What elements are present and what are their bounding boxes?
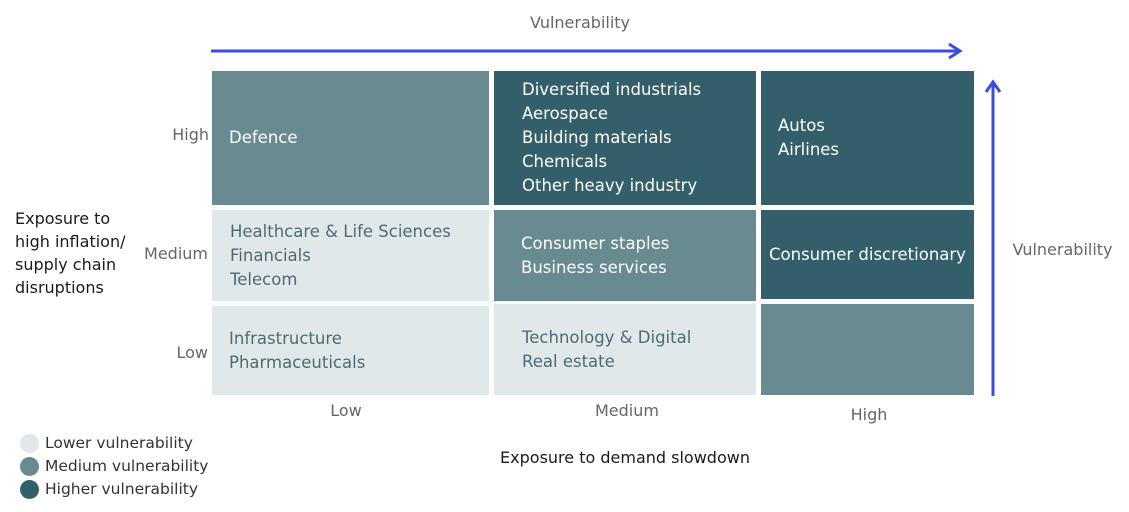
cell-low-low: Infrastructure Pharmaceuticals — [212, 306, 489, 395]
row-label-high: High — [172, 125, 209, 144]
legend-item-higher: Higher vulnerability — [20, 478, 198, 500]
y-axis-title: Exposure to high inflation/ supply chain… — [15, 207, 145, 299]
cell-item: Telecom — [230, 269, 298, 289]
cell-item: Consumer staples — [521, 233, 670, 253]
horizontal-arrow-icon — [211, 42, 963, 60]
legend-swatch-icon — [20, 479, 39, 499]
cell-item: Autos — [778, 116, 825, 135]
legend-label: Lower vulnerability — [45, 434, 193, 452]
cell-low-medium: Technology & Digital Real estate — [494, 304, 756, 395]
cell-item: Pharmaceuticals — [229, 352, 366, 372]
cell-item: Diversified industrials — [522, 80, 702, 99]
top-vulnerability-label: Vulnerability — [529, 13, 631, 32]
cell-item: Building materials — [522, 128, 672, 147]
cell-medium-low: Healthcare & Life Sciences Financials Te… — [212, 210, 489, 301]
y-axis-title-line: supply chain — [15, 255, 117, 274]
cell-item: Aerospace — [522, 104, 609, 123]
legend-label: Medium vulnerability — [45, 457, 209, 475]
col-label-high: High — [850, 405, 888, 424]
cell-medium-high: Consumer discretionary — [761, 210, 974, 299]
cell-item: Consumer discretionary — [769, 244, 966, 264]
cell-item: Real estate — [522, 351, 615, 371]
cell-item: Business services — [521, 257, 667, 277]
cell-item: Technology & Digital — [522, 327, 692, 347]
y-axis-title-line: high inflation/ — [15, 232, 126, 251]
cell-item: Other heavy industry — [522, 176, 698, 195]
col-label-medium: Medium — [595, 401, 659, 420]
cell-high-high: Autos Airlines — [761, 71, 974, 205]
legend-swatch-icon — [20, 456, 39, 476]
cell-item: Airlines — [778, 140, 840, 159]
col-label-low: Low — [330, 401, 362, 420]
cell-item: Infrastructure — [229, 328, 342, 348]
legend-swatch-icon — [20, 433, 39, 453]
row-label-low: Low — [176, 343, 208, 362]
legend-label: Higher vulnerability — [45, 480, 199, 498]
legend-item-medium: Medium vulnerability — [20, 455, 208, 477]
row-label-medium: Medium — [144, 244, 208, 263]
cell-high-low: Defence — [212, 71, 489, 205]
cell-low-high — [761, 304, 974, 395]
x-axis-title: Exposure to demand slowdown — [500, 448, 750, 467]
y-axis-title-line: Exposure to — [15, 209, 111, 228]
cell-item: Chemicals — [522, 152, 608, 171]
y-axis-title-line: disruptions — [15, 278, 104, 297]
cell-item: Financials — [230, 245, 311, 265]
vertical-arrow-icon — [984, 79, 1002, 396]
cell-medium-medium: Consumer staples Business services — [494, 210, 756, 301]
cell-item: Healthcare & Life Sciences — [230, 221, 451, 241]
side-vulnerability-label: Vulnerability — [1012, 240, 1113, 259]
legend-item-lower: Lower vulnerability — [20, 432, 193, 454]
cell-item: Defence — [229, 128, 298, 147]
cell-high-medium: Diversified industrials Aerospace Buildi… — [494, 71, 756, 205]
